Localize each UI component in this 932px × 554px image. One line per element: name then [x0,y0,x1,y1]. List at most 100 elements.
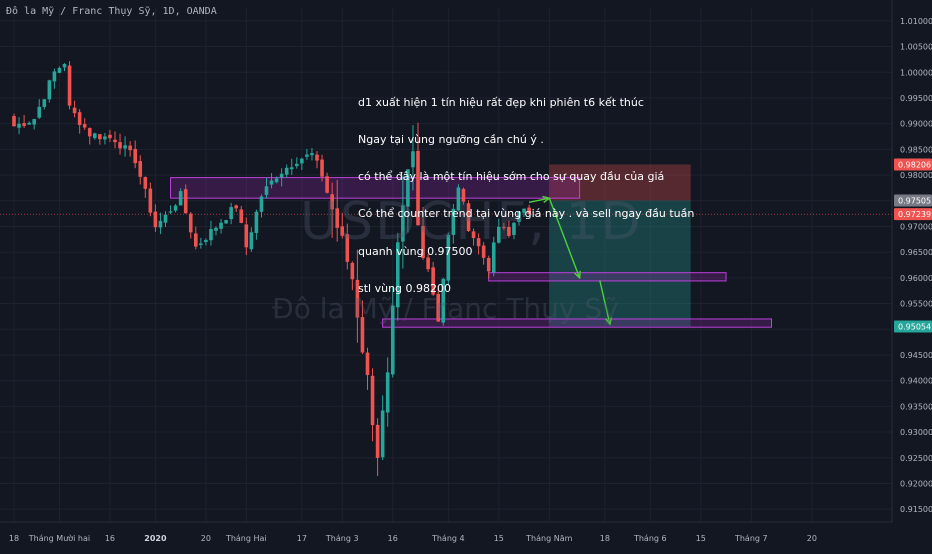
candle-body [183,189,188,214]
candle-body [128,145,132,151]
candle-body [42,99,47,107]
candle-body [239,209,244,223]
price-label-text: 0.97239 [898,210,931,219]
price-tick-label: 0.95500 [900,300,932,309]
candle-body [138,161,143,177]
candle-body [153,211,158,228]
candle-body [385,372,390,413]
annotation-line: có thể đây là một tín hiệu sớm cho sự qu… [358,170,665,184]
time-tick-label: 17 [297,534,307,543]
candle-body [158,220,163,228]
annotation-text: d1 xuất hiện 1 tín hiệu rất đẹp khi phiê… [358,72,694,308]
candle-body [234,205,238,209]
candle-body [199,243,203,245]
candle-body [163,214,168,223]
candle-body [67,65,72,106]
candle-body [148,188,153,213]
candle-body [350,262,355,280]
time-tick-label: Tháng 7 [734,534,768,543]
price-tick-label: 0.97000 [900,222,932,231]
candle-body [481,245,486,258]
candle-body [421,225,425,259]
candle-body [451,208,456,235]
candle-body [370,375,375,426]
watermark-name: Đô la Mỹ / Franc Thụy Sỹ [272,292,619,325]
candle-body [37,106,42,118]
candle-body [305,154,309,157]
candle-body [345,234,350,262]
candle-body [168,211,173,213]
price-label-badge [894,158,932,171]
candle-body [401,205,405,242]
candle-body [82,124,87,128]
candle-body [12,116,16,127]
candle-body [17,123,21,128]
candle-body [446,235,451,281]
candle-body [274,178,279,183]
candle-body [103,136,107,140]
price-tick-label: 0.93000 [900,428,932,437]
candle-body [259,196,264,212]
candle-body [229,207,233,220]
candle-body [441,278,446,323]
candle-body [486,257,491,272]
annotation-line: d1 xuất hiện 1 tín hiệu rất đẹp khi phiê… [358,95,644,109]
candle-body [502,226,506,229]
candle-body [224,220,228,224]
price-tick-label: 0.94000 [900,377,932,386]
candle-body [390,305,395,375]
annotation-line: quanh vùng 0.97500 [358,244,473,258]
candle-body [62,63,67,68]
time-tick-label: 20 [807,534,817,543]
take-profit-zone [549,200,691,327]
price-tick-label: 0.96000 [900,274,932,283]
candle-body [27,122,31,125]
time-tick-label: Tháng Mười hai [28,533,90,543]
time-tick-label: 16 [105,534,115,543]
arrow-head [604,317,613,326]
candle-body [355,279,360,318]
candle-body [512,222,516,235]
trend-arrow [548,197,581,279]
candle-body [214,227,218,231]
price-tick-label: 1.00500 [900,43,932,52]
time-tick-label: 15 [494,534,504,543]
time-tick-label: Tháng 4 [431,534,465,543]
candle-body [491,242,496,273]
candle-body [123,145,127,149]
time-tick-label: Tháng Năm [525,534,572,543]
candle-body [375,424,380,458]
candle-body [133,148,137,164]
candle-body [471,231,476,239]
candle-body [330,194,334,210]
price-label-badge [894,208,932,221]
candle-body [269,180,274,185]
candle-body [209,229,213,241]
time-tick-label: 15 [696,534,706,543]
candle-body [57,67,62,73]
candle-body [284,167,289,175]
candle-body [178,191,183,206]
candle-body [295,163,299,167]
candle-body [93,133,97,139]
candle-body [365,352,370,376]
time-tick-label: 18 [9,534,19,543]
candle-body [143,177,148,189]
candle-body [476,238,481,247]
candle-body [204,239,208,243]
candle-body [22,123,26,126]
candle-body [340,226,345,236]
candle-body [32,119,36,125]
candle-body [310,153,314,156]
candle-body [320,159,324,177]
price-label-badge [894,320,932,333]
arrow-head [574,270,581,280]
candle-body [436,293,440,322]
time-tick-label: Tháng Hai [225,534,267,543]
price-tick-label: 0.98000 [900,171,932,180]
candle-body [315,154,319,161]
candle-body [249,232,254,250]
time-tick-label: 18 [600,534,610,543]
